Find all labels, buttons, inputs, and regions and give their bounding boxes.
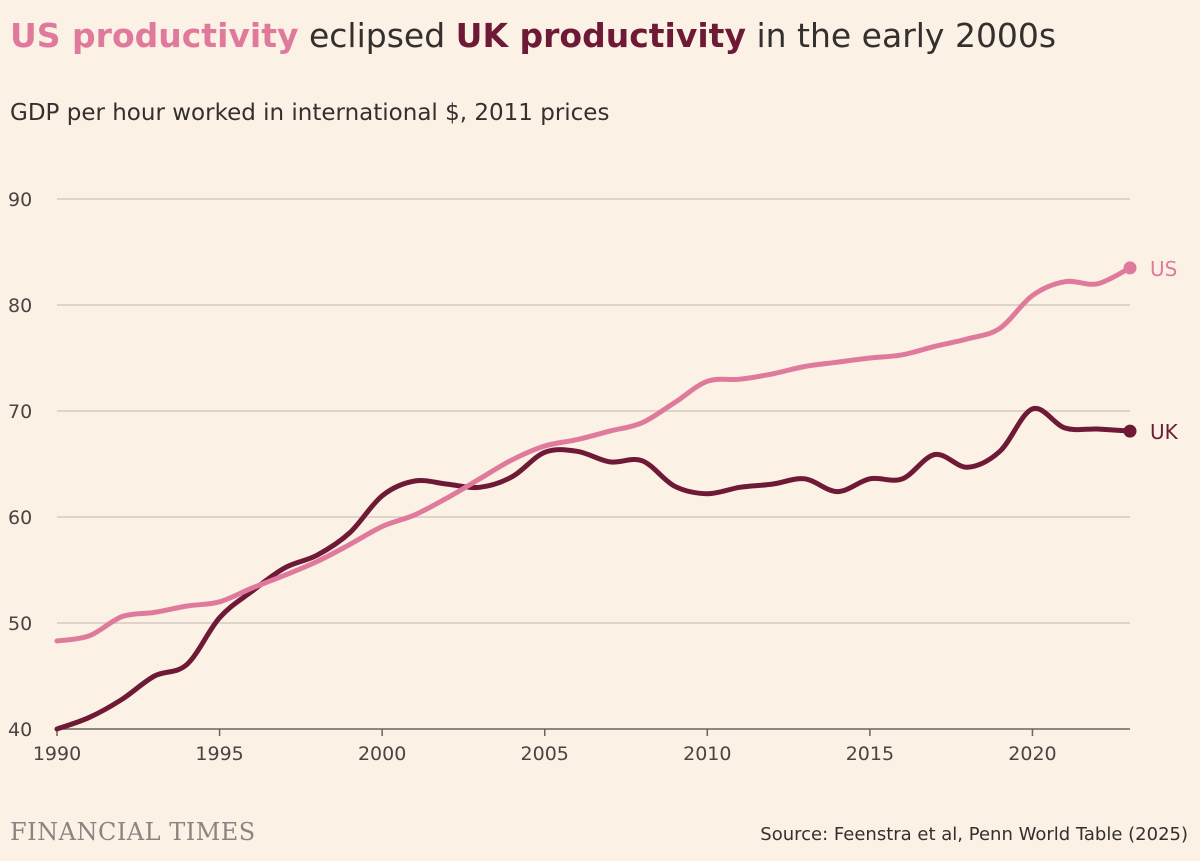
- financial-times-logo: FINANCIAL TIMES: [10, 818, 256, 846]
- series-line-us: [54, 265, 1133, 644]
- x-tick-label-2005: 2005: [521, 743, 569, 765]
- series-label-us: US: [1150, 257, 1177, 281]
- x-tick-label-2015: 2015: [846, 743, 894, 765]
- chart-subtitle: GDP per hour worked in international $, …: [10, 100, 610, 126]
- y-tick-label-90: 90: [8, 189, 32, 211]
- title-text-suffix: in the early 2000s: [745, 16, 1057, 55]
- x-tick-label-2020: 2020: [1008, 743, 1056, 765]
- series-end-marker-uk: [1123, 424, 1137, 438]
- title-us-highlight: US productivity: [10, 16, 299, 55]
- y-tick-label-50: 50: [8, 613, 32, 635]
- x-tick-label-2010: 2010: [683, 743, 731, 765]
- y-tick-label-60: 60: [8, 507, 32, 529]
- series-end-marker-us: [1123, 261, 1137, 275]
- series-line-uk: [54, 405, 1133, 732]
- x-tick-label-1990: 1990: [33, 743, 81, 765]
- series-label-uk: UK: [1150, 420, 1179, 444]
- y-tick-label-70: 70: [8, 401, 32, 423]
- gridlines: [57, 198, 1130, 624]
- x-tick-label-2000: 2000: [358, 743, 406, 765]
- title-uk-highlight: UK productivity: [455, 16, 746, 55]
- chart-title: US productivity eclipsed UK productivity…: [10, 14, 1056, 58]
- x-axis: [56, 728, 1130, 736]
- y-tick-label-80: 80: [8, 295, 32, 317]
- y-tick-label-40: 40: [8, 719, 32, 741]
- series-lines: [54, 261, 1137, 732]
- source-note: Source: Feenstra et al, Penn World Table…: [760, 824, 1188, 845]
- title-text-eclipsed: eclipsed: [298, 16, 456, 55]
- x-tick-label-1995: 1995: [195, 743, 243, 765]
